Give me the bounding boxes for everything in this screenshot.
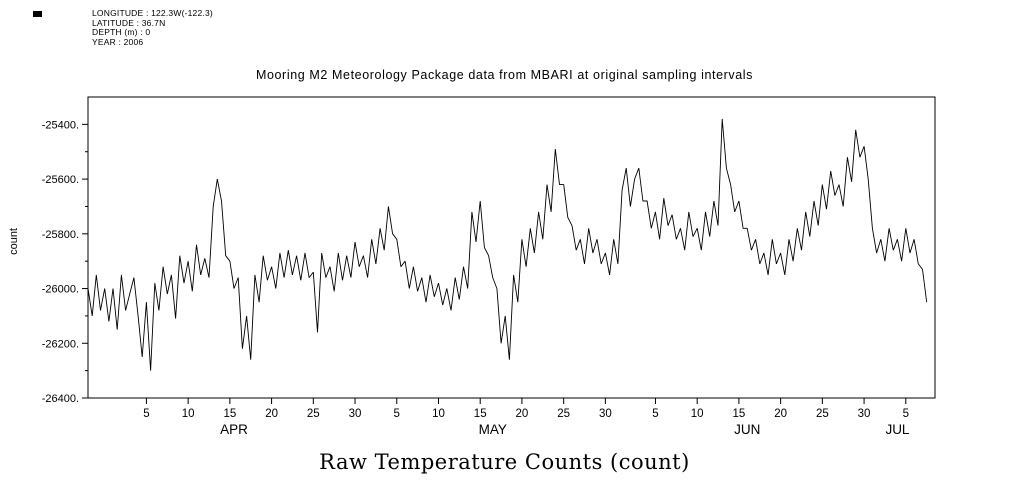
x-tick-label: 5 bbox=[903, 408, 909, 420]
x-tick-label: 10 bbox=[691, 408, 704, 420]
x-tick-label: 25 bbox=[816, 408, 829, 420]
x-tick-label: 15 bbox=[732, 408, 745, 420]
metadata-line-longitude: LONGITUDE : 122.3W(-122.3) bbox=[92, 8, 213, 18]
y-tick-label: -26400. bbox=[42, 393, 79, 405]
month-label: JUL bbox=[885, 422, 909, 437]
month-label: MAY bbox=[479, 422, 507, 437]
x-tick-label: 15 bbox=[474, 408, 487, 420]
x-tick-label: 30 bbox=[599, 408, 612, 420]
temperature-series-line bbox=[87, 118, 928, 371]
y-tick-label: -25800. bbox=[42, 229, 79, 241]
x-tick-label: 25 bbox=[557, 408, 570, 420]
corner-mark bbox=[33, 11, 42, 17]
x-tick-label: 5 bbox=[652, 408, 658, 420]
x-axis-title: Raw Temperature Counts (count) bbox=[319, 450, 690, 474]
chart-title: Mooring M2 Meteorology Package data from… bbox=[255, 68, 754, 82]
x-tick-label: 30 bbox=[349, 408, 362, 420]
y-tick-label: -26200. bbox=[42, 338, 79, 350]
x-tick-label: 10 bbox=[182, 408, 195, 420]
x-tick-label: 25 bbox=[307, 408, 320, 420]
metadata-line-year: YEAR : 2006 bbox=[92, 36, 144, 47]
x-tick-label: 10 bbox=[432, 408, 445, 420]
month-label: APR bbox=[220, 422, 248, 437]
x-tick-label: 5 bbox=[143, 408, 149, 420]
month-label: JUN bbox=[734, 422, 760, 437]
x-tick-label: 30 bbox=[858, 408, 871, 420]
y-tick-label: -25600. bbox=[42, 174, 79, 186]
metadata-line-latitude: LATITUDE : 36.7N bbox=[92, 17, 166, 28]
plot-frame bbox=[87, 96, 936, 399]
y-tick-label: -25400. bbox=[42, 119, 79, 131]
x-tick-label: 20 bbox=[516, 408, 529, 420]
x-tick-label: 5 bbox=[394, 408, 400, 420]
x-tick-label: 15 bbox=[223, 408, 236, 420]
station-metadata: LONGITUDE : 122.3W(-122.3) LATITUDE : 36… bbox=[92, 8, 213, 47]
y-axis-label: count bbox=[8, 228, 20, 255]
x-tick-label: 20 bbox=[774, 408, 787, 420]
x-tick-label: 20 bbox=[265, 408, 278, 420]
metadata-line-depth: DEPTH (m) : 0 bbox=[92, 27, 151, 37]
y-tick-label: -26000. bbox=[42, 284, 79, 296]
